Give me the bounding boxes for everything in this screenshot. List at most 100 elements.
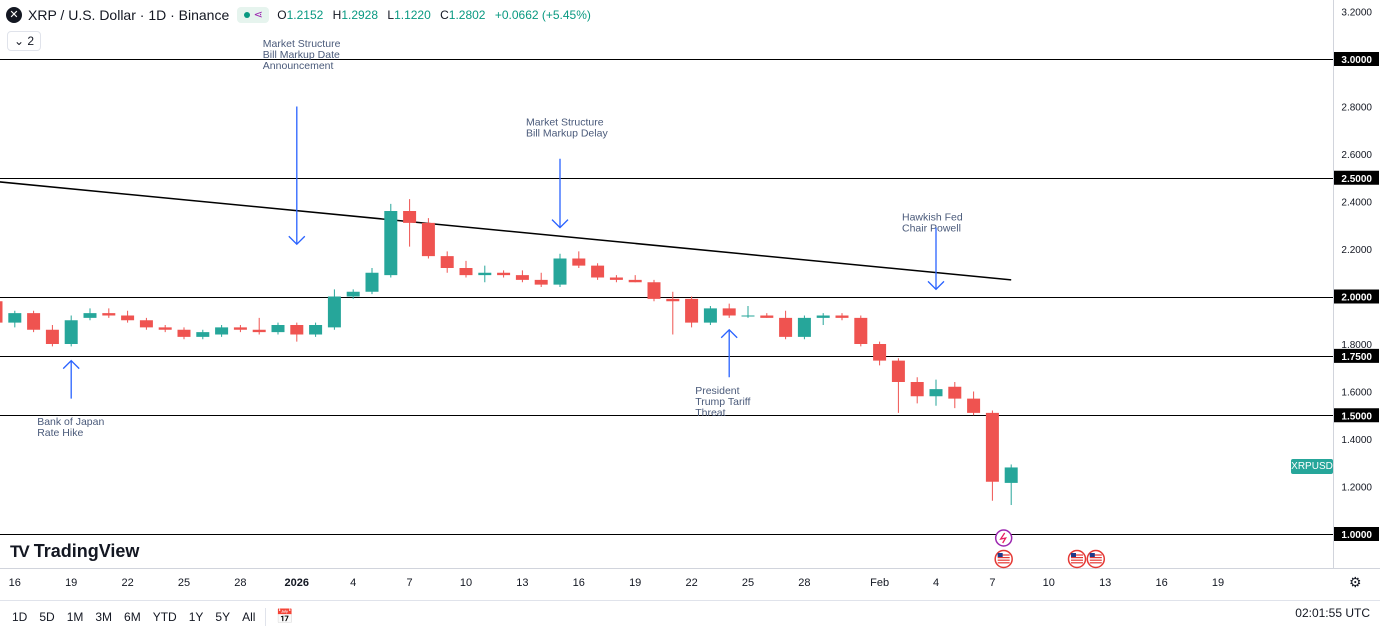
price-tick-label: 1.0000 bbox=[1341, 530, 1372, 541]
horizontal-levels bbox=[0, 59, 1333, 535]
timeframe-5y[interactable]: 5Y bbox=[215, 609, 231, 624]
symbol-title[interactable]: XRP / U.S. Dollar · 1D · Binance bbox=[28, 7, 230, 23]
open-value: 1.2152 bbox=[286, 8, 324, 22]
candle-body bbox=[271, 325, 285, 333]
live-indicator[interactable]: ⋖ bbox=[237, 7, 270, 23]
time-tick-label: 16 bbox=[1155, 577, 1167, 589]
open-key: O bbox=[277, 8, 287, 22]
candle-body bbox=[873, 344, 887, 361]
candle-body bbox=[440, 256, 454, 268]
candle-body bbox=[929, 389, 943, 397]
candle-body bbox=[741, 315, 755, 317]
candle-body bbox=[703, 308, 717, 323]
candlestick-series bbox=[0, 199, 1018, 506]
price-tick-label: 1.5000 bbox=[1341, 411, 1372, 422]
candle-body bbox=[553, 258, 567, 285]
candle-body bbox=[0, 301, 3, 323]
timeframe-1d[interactable]: 1D bbox=[12, 609, 28, 624]
chart-header: ✕ XRP / U.S. Dollar · 1D · Binance ⋖ O1.… bbox=[6, 4, 597, 26]
descending-trendline[interactable] bbox=[0, 171, 1012, 281]
timeframe-6m[interactable]: 6M bbox=[124, 609, 141, 624]
timeframe-all[interactable]: All bbox=[242, 609, 256, 624]
time-tick-label: Feb bbox=[870, 577, 889, 589]
candle-body bbox=[346, 291, 360, 297]
flag-canton bbox=[997, 553, 1003, 557]
x-logo-icon[interactable]: ✕ bbox=[6, 7, 22, 23]
high-key: H bbox=[332, 8, 342, 22]
candle-body bbox=[158, 327, 172, 330]
candle-body bbox=[290, 325, 304, 335]
price-tick-label: 2.4000 bbox=[1341, 198, 1372, 209]
bottom-toolbar: 1D 5D 1M 3M 6M YTD 1Y 5Y All 📅 bbox=[0, 600, 1380, 632]
price-axis[interactable]: 3.2000 3.0000 2.8000 2.6000 2.5000 2.4000 2.20… bbox=[1333, 0, 1380, 568]
tradingview-logo[interactable]: TV TradingView bbox=[10, 541, 139, 562]
candle-body bbox=[421, 222, 435, 257]
annotation-text: Trump Tariff bbox=[695, 396, 750, 408]
candle-body bbox=[666, 298, 680, 302]
settings-icon[interactable]: ⚙ bbox=[1349, 574, 1362, 590]
annotation-text: Rate Hike bbox=[37, 427, 83, 439]
change-value: +0.0662 (+5.45%) bbox=[494, 8, 591, 22]
time-tick-label: 19 bbox=[65, 577, 77, 589]
candle-body bbox=[309, 325, 323, 335]
logo-text: TradingView bbox=[33, 541, 140, 561]
price-tick-label: 3.0000 bbox=[1341, 55, 1372, 66]
low-value: 1.1220 bbox=[394, 8, 431, 22]
time-tick-label: 28 bbox=[798, 577, 810, 589]
annotation-text: President bbox=[695, 385, 739, 397]
time-tick-label: 7 bbox=[407, 577, 413, 589]
timeframe-1m[interactable]: 1M bbox=[66, 609, 84, 624]
candle-body bbox=[835, 315, 849, 318]
candle-body bbox=[985, 412, 999, 482]
timeframe-3m[interactable]: 3M bbox=[95, 609, 113, 624]
time-tick-label: 7 bbox=[989, 577, 995, 589]
arrow-head-icon bbox=[927, 280, 945, 291]
candle-body bbox=[515, 275, 529, 280]
annotation-text: Chair Powell bbox=[902, 223, 961, 235]
annotation-text: Hawkish Fed bbox=[902, 212, 963, 224]
share-icon: ⋖ bbox=[253, 9, 263, 21]
indicator-toggle[interactable]: ⌄ 2 bbox=[7, 31, 42, 51]
candle-body bbox=[102, 313, 116, 316]
candle-body bbox=[647, 282, 661, 299]
close-value: 1.2802 bbox=[448, 8, 486, 22]
candle-body bbox=[685, 298, 699, 323]
price-tick-label: 2.0000 bbox=[1341, 293, 1372, 304]
arrow-head-icon bbox=[720, 328, 738, 339]
candle-body bbox=[891, 360, 905, 382]
timeframe-1y[interactable]: 1Y bbox=[188, 609, 204, 624]
time-tick-label: 13 bbox=[1099, 577, 1111, 589]
price-tick-label: 1.8000 bbox=[1341, 340, 1372, 351]
annotation-text: Bank of Japan bbox=[37, 416, 104, 428]
low-key: L bbox=[387, 8, 395, 22]
timeframe-5d[interactable]: 5D bbox=[39, 609, 55, 624]
candle-body bbox=[327, 296, 341, 328]
utc-clock[interactable]: 02:01:55 UTC bbox=[1295, 606, 1370, 620]
price-tick-label: 1.2000 bbox=[1341, 483, 1372, 494]
price-label-box bbox=[1334, 170, 1379, 185]
candle-body bbox=[215, 327, 229, 335]
candle-body bbox=[83, 313, 97, 318]
time-tick-label: 22 bbox=[121, 577, 133, 589]
candle-body bbox=[497, 272, 511, 276]
time-axis[interactable]: 13 16 19 22 25 28 2026 4 7 10 13 16 19 22 25 28 Feb 4 7 10 1… bbox=[0, 568, 1380, 590]
timeframe-ytd[interactable]: YTD bbox=[152, 609, 177, 624]
candle-body bbox=[459, 268, 473, 276]
candle-body bbox=[572, 258, 586, 266]
lightning-icon bbox=[999, 532, 1007, 544]
flag-canton bbox=[1071, 553, 1076, 557]
high-value: 1.2928 bbox=[341, 8, 379, 22]
price-label-box bbox=[1334, 289, 1379, 304]
candle-body bbox=[816, 315, 830, 318]
time-tick-label: 4 bbox=[350, 577, 356, 589]
price-tick-label: 1.7500 bbox=[1341, 352, 1372, 363]
time-tick-label: 13 bbox=[516, 577, 528, 589]
annotation-text: Threat bbox=[695, 407, 725, 419]
price-label-box bbox=[1334, 52, 1379, 66]
candle-body bbox=[948, 386, 962, 399]
goto-date-icon[interactable]: 📅 bbox=[276, 608, 294, 624]
event-icons[interactable] bbox=[994, 529, 1106, 569]
trendline[interactable] bbox=[0, 171, 1012, 281]
